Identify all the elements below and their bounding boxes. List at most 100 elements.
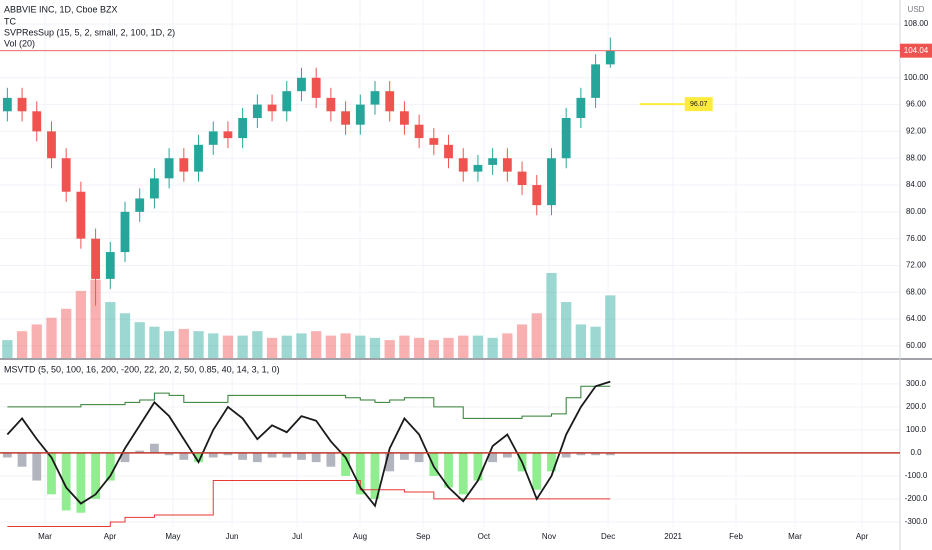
volume-bar xyxy=(2,340,13,358)
volume-bar xyxy=(472,335,484,358)
currency: USD xyxy=(908,5,925,14)
x-tick-label: 2021 xyxy=(664,532,682,541)
histogram-bar xyxy=(61,452,71,511)
candle-body xyxy=(355,104,365,125)
y-tick-label: 108.00 xyxy=(904,19,929,28)
histogram-bar xyxy=(429,452,439,476)
candle-body xyxy=(297,77,306,92)
histogram-bar xyxy=(311,452,321,463)
candle-body xyxy=(429,138,439,145)
upper-band xyxy=(7,385,611,419)
poc-label: 96.07 xyxy=(690,101,708,108)
volume-bar xyxy=(458,335,469,358)
volume-bar xyxy=(31,324,42,358)
candle-body xyxy=(444,144,453,159)
volume-bar xyxy=(561,302,572,358)
histogram-bar xyxy=(2,452,12,458)
histogram-bar xyxy=(355,452,365,495)
candle-body xyxy=(473,164,483,172)
volume-bar xyxy=(516,324,528,358)
volume-bar xyxy=(266,337,278,358)
volume-bar xyxy=(46,317,57,358)
histogram-bar xyxy=(444,452,453,488)
y-tick-label: 96.00 xyxy=(906,100,927,109)
y-tick-label: 100.0 xyxy=(906,425,927,434)
candle-body xyxy=(194,144,203,172)
y-tick-label: -200.0 xyxy=(905,494,928,503)
lower-band xyxy=(7,480,611,528)
histogram-bar xyxy=(473,452,483,481)
y-tick-label: -100.0 xyxy=(905,471,928,480)
histogram-bar xyxy=(91,452,100,499)
histogram-bar xyxy=(502,452,512,458)
y-tick-label: 92.00 xyxy=(906,127,927,136)
x-tick-label: Jun xyxy=(226,532,239,541)
volume-bar xyxy=(178,328,189,358)
x-tick-label: Dec xyxy=(601,532,615,541)
volume-bar xyxy=(193,331,204,358)
histogram-bar xyxy=(76,452,86,513)
y-tick-label: 64.00 xyxy=(906,314,927,323)
candle-body xyxy=(591,64,600,98)
candle-body xyxy=(267,104,277,112)
volume-bar xyxy=(296,333,307,358)
histogram-bar xyxy=(238,452,248,460)
histogram-bar xyxy=(47,452,56,495)
plot xyxy=(2,37,616,528)
osc-title: MSVTD (5, 50, 100, 16, 200, -200, 22, 20… xyxy=(4,364,280,374)
histogram-bar xyxy=(561,452,571,458)
histogram-bar xyxy=(488,452,498,463)
histogram-bar xyxy=(326,452,336,467)
candle-body xyxy=(61,158,71,192)
volume-bar xyxy=(590,326,601,358)
volume-bar xyxy=(105,302,116,358)
volume-bar xyxy=(90,279,101,358)
x-tick-label: Apr xyxy=(856,532,869,541)
indicator: SVPResSup (15, 5, 2, small, 2, 100, 1D, … xyxy=(4,27,175,37)
histogram-bar xyxy=(120,452,130,463)
volume-bar xyxy=(502,333,513,358)
candle-body xyxy=(2,97,12,112)
candle-body xyxy=(414,124,424,139)
candle-body xyxy=(252,104,262,118)
volume-bar xyxy=(163,331,175,358)
x-tick-label: Nov xyxy=(542,532,556,541)
histogram-bar xyxy=(267,452,277,458)
candle-body xyxy=(605,50,615,65)
histogram-bar xyxy=(370,452,380,499)
y-tick-label: 72.00 xyxy=(906,261,927,270)
volume-bar xyxy=(134,322,145,358)
x-tick-label: Aug xyxy=(353,532,367,541)
oscillator-line xyxy=(6,380,611,508)
histogram-bar xyxy=(194,452,203,463)
histogram-bar xyxy=(532,452,542,490)
candle-body xyxy=(47,131,56,159)
histogram-bar xyxy=(385,452,395,472)
histogram-bar xyxy=(576,452,586,456)
x-tick-label: Sep xyxy=(416,532,431,541)
indicator: Vol (20) xyxy=(4,38,35,48)
candle-body xyxy=(385,91,395,112)
candle-body xyxy=(400,111,409,125)
last-price-label: 104.04 xyxy=(904,46,929,55)
candle-body xyxy=(76,191,86,239)
volume-bar xyxy=(413,337,425,358)
candle-body xyxy=(91,238,100,279)
candle-body xyxy=(561,117,571,159)
histogram-bar xyxy=(341,452,350,476)
x-tick-label: May xyxy=(165,532,180,541)
volume-bar xyxy=(237,335,248,358)
volume-bar xyxy=(428,340,439,358)
chart-title: ABBVIE INC, 1D, Cboe BZX xyxy=(4,4,118,14)
histogram-bar xyxy=(400,452,409,460)
y-tick-label: 76.00 xyxy=(906,234,927,243)
volume-bar xyxy=(149,326,160,358)
volume-bar xyxy=(605,295,616,358)
volume-bar xyxy=(75,290,87,358)
volume-bar xyxy=(399,335,410,358)
volume-bar xyxy=(311,331,322,358)
candle-body xyxy=(150,178,159,199)
y-tick-label: 0.0 xyxy=(910,448,922,457)
candle-body xyxy=(458,158,468,172)
candle-body xyxy=(120,211,130,253)
